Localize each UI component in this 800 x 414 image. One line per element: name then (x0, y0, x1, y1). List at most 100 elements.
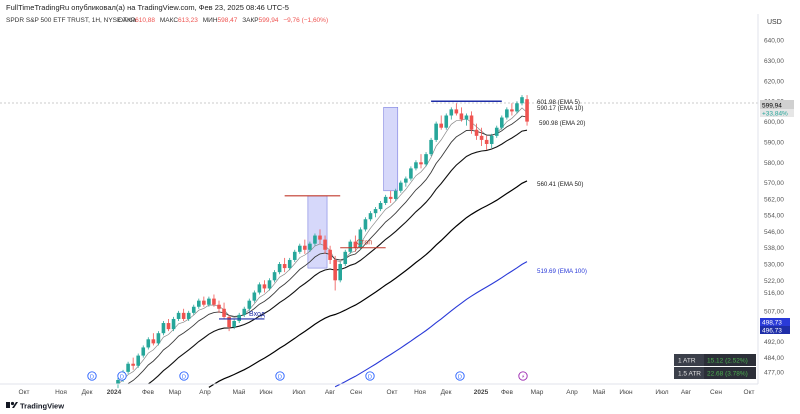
candle[interactable] (126, 361, 130, 374)
candle[interactable] (449, 107, 454, 120)
candle[interactable] (232, 318, 236, 330)
x-tick-label[interactable]: 2025 (474, 389, 489, 396)
candle[interactable] (363, 217, 368, 232)
event-marker[interactable] (455, 371, 465, 381)
candle[interactable] (222, 302, 226, 319)
candle[interactable] (434, 121, 438, 142)
candle[interactable] (404, 176, 408, 187)
x-tick-label[interactable]: Мар (169, 389, 182, 396)
candle[interactable] (353, 235, 358, 252)
candle[interactable] (298, 243, 302, 254)
candle[interactable] (520, 95, 524, 106)
candle[interactable] (393, 188, 398, 201)
candle[interactable] (424, 152, 428, 167)
candle[interactable] (267, 278, 272, 291)
x-tick-label[interactable]: Авг (325, 389, 336, 396)
candle[interactable] (156, 331, 161, 346)
candle[interactable] (202, 296, 206, 307)
price-axis[interactable]: 640,00630,00620,00610,00600,00590,00580,… (764, 38, 784, 377)
candle[interactable] (303, 239, 307, 254)
candle[interactable] (414, 160, 418, 171)
candle[interactable] (500, 115, 504, 130)
event-marker[interactable] (275, 371, 285, 381)
x-tick-label[interactable]: Май (593, 388, 606, 396)
candle[interactable] (419, 154, 423, 169)
candle[interactable] (464, 113, 469, 126)
candle[interactable] (409, 166, 413, 181)
candle[interactable] (197, 298, 201, 309)
candle[interactable] (343, 249, 348, 267)
candle[interactable] (212, 294, 216, 307)
event-marker[interactable] (365, 371, 375, 381)
x-tick-label[interactable]: Ноя (55, 389, 67, 396)
candle[interactable] (146, 337, 151, 350)
candle[interactable] (525, 95, 529, 126)
candle[interactable] (429, 137, 433, 157)
x-tick-label[interactable]: Сен (710, 389, 722, 396)
x-tick-label[interactable]: Май (233, 388, 246, 396)
x-tick-label[interactable]: Авг (681, 389, 692, 396)
candle[interactable] (368, 211, 373, 222)
candle[interactable] (252, 290, 257, 303)
candle[interactable] (161, 320, 166, 336)
x-tick-label[interactable]: 2024 (107, 389, 122, 396)
candle[interactable] (116, 377, 120, 389)
candle[interactable] (277, 261, 282, 275)
candle[interactable] (358, 227, 363, 250)
candle[interactable] (136, 353, 140, 368)
candle[interactable] (510, 103, 514, 116)
candle[interactable] (237, 312, 241, 324)
candle[interactable] (247, 298, 252, 311)
x-tick-label[interactable]: Дек (82, 389, 93, 396)
candle[interactable] (333, 255, 337, 291)
candle[interactable] (373, 207, 378, 218)
candle[interactable] (469, 111, 474, 134)
candle[interactable] (191, 304, 196, 315)
candle[interactable] (338, 261, 342, 283)
x-tick-label[interactable]: Дек (441, 389, 452, 396)
candle[interactable] (444, 113, 449, 130)
candle[interactable] (318, 229, 322, 244)
candle[interactable] (454, 103, 459, 116)
candle[interactable] (217, 300, 221, 313)
candle[interactable] (323, 235, 327, 254)
x-tick-label[interactable]: Фев (501, 389, 514, 396)
candle[interactable] (151, 333, 156, 346)
candle[interactable] (227, 314, 231, 332)
event-marker[interactable] (518, 371, 528, 381)
x-tick-label[interactable]: Апр (199, 389, 211, 396)
candle[interactable] (181, 308, 186, 321)
candle[interactable] (479, 127, 484, 147)
candle[interactable] (328, 245, 332, 265)
event-markers[interactable]: D D D D D D ⚡ (87, 371, 528, 381)
candle[interactable] (383, 194, 388, 206)
candle[interactable] (515, 101, 519, 114)
candle[interactable] (439, 115, 443, 130)
candle[interactable] (489, 133, 494, 149)
x-tick-label[interactable]: Фев (142, 389, 155, 396)
candle[interactable] (171, 316, 176, 332)
event-marker[interactable] (179, 371, 189, 381)
time-axis[interactable]: Окт Ноя Дек 2024 Фев Мар Апр Май Июн Июл Авг Сен Окт… (19, 388, 755, 396)
candle[interactable] (242, 306, 247, 317)
x-tick-label[interactable]: Июн (259, 389, 273, 396)
candle[interactable] (348, 239, 353, 254)
x-tick-label[interactable]: Мар (531, 389, 544, 396)
candle[interactable] (166, 318, 171, 332)
candle[interactable] (494, 125, 499, 138)
x-tick-label[interactable]: Окт (19, 389, 30, 396)
candle[interactable] (186, 310, 191, 321)
candle[interactable] (262, 280, 267, 293)
candle[interactable] (378, 200, 383, 212)
candle[interactable] (505, 107, 509, 120)
candle[interactable] (399, 180, 403, 193)
candle[interactable] (287, 257, 292, 271)
candle[interactable] (459, 107, 464, 122)
candle[interactable] (308, 241, 312, 252)
candle[interactable] (207, 296, 211, 307)
candle[interactable] (257, 282, 262, 295)
event-marker[interactable] (87, 371, 97, 381)
candle[interactable] (474, 123, 479, 140)
candle[interactable] (388, 190, 393, 203)
x-tick-label[interactable]: Июл (292, 389, 305, 396)
